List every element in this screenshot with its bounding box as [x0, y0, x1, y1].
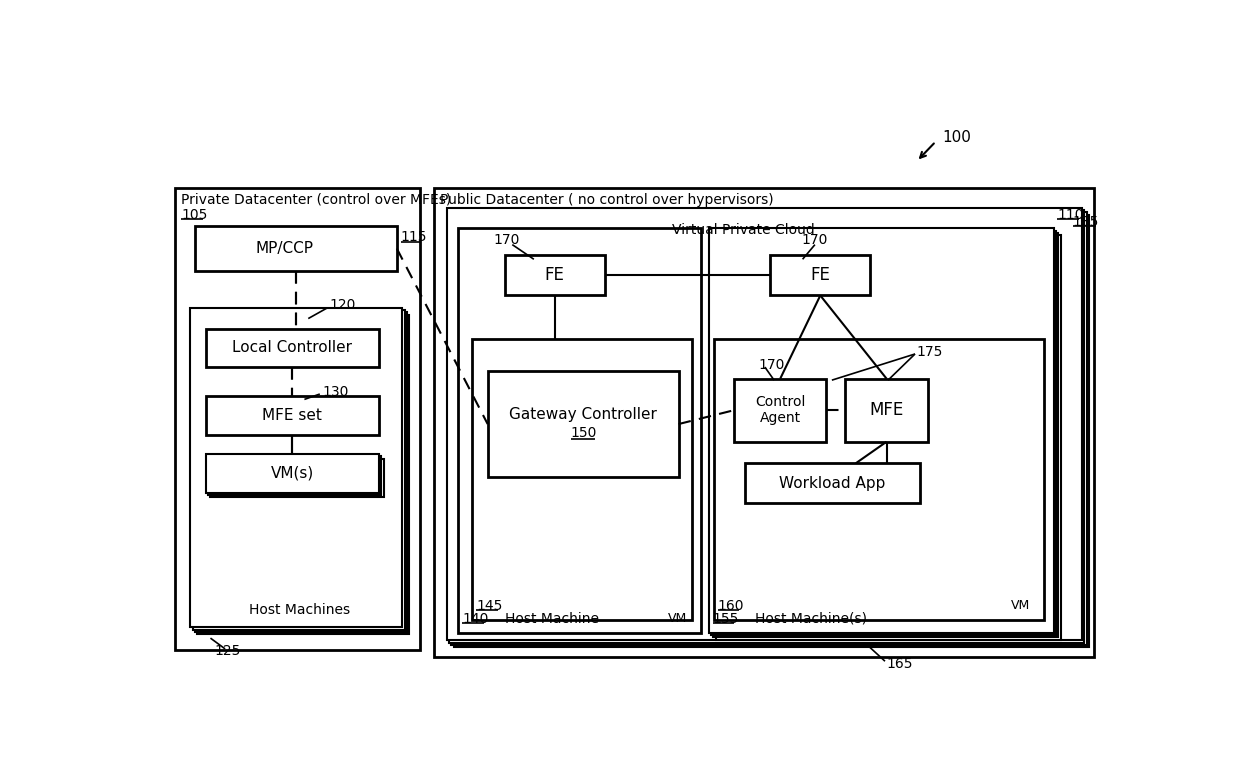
Text: 160: 160	[718, 599, 744, 613]
Bar	[711, 230, 1056, 635]
Bar	[715, 235, 1060, 640]
Bar	[505, 255, 605, 295]
Bar	[211, 458, 383, 497]
Text: Virtual Private Cloud: Virtual Private Cloud	[672, 223, 815, 237]
Text: 100: 100	[942, 130, 971, 145]
Bar	[454, 215, 1089, 647]
Text: MP/CCP: MP/CCP	[255, 241, 314, 256]
Text: FE: FE	[544, 266, 564, 284]
Text: 165: 165	[887, 657, 913, 671]
Text: Host Machines: Host Machines	[249, 604, 351, 618]
Text: Public Datacenter ( no control over hypervisors): Public Datacenter ( no control over hype…	[440, 193, 774, 207]
Text: Agent: Agent	[760, 411, 801, 425]
Text: 105: 105	[181, 209, 207, 223]
Text: 170: 170	[494, 233, 520, 247]
Text: Control: Control	[755, 395, 806, 409]
Bar	[195, 226, 397, 271]
Bar	[487, 371, 678, 477]
Text: 170: 170	[759, 358, 785, 372]
Text: Private Datacenter (control over MFEs): Private Datacenter (control over MFEs)	[181, 193, 451, 207]
Text: 115: 115	[401, 230, 427, 244]
Text: VM(s): VM(s)	[270, 465, 314, 481]
Bar	[714, 339, 1044, 619]
Bar	[745, 463, 920, 504]
Text: MFE: MFE	[869, 401, 904, 419]
Bar	[708, 229, 1054, 633]
Text: Gateway Controller: Gateway Controller	[510, 408, 657, 423]
Bar	[175, 187, 420, 650]
Text: 155: 155	[713, 612, 739, 626]
Text: 130: 130	[322, 385, 348, 399]
Bar	[449, 210, 1085, 643]
Text: 120: 120	[329, 298, 356, 312]
Bar	[459, 229, 701, 633]
Bar	[206, 454, 379, 493]
Text: 140: 140	[463, 612, 489, 626]
Text: 145: 145	[476, 599, 502, 613]
Bar	[472, 339, 692, 619]
Text: VM: VM	[1011, 599, 1029, 612]
Bar	[192, 310, 404, 629]
Text: MFE set: MFE set	[262, 408, 322, 423]
Text: Workload App: Workload App	[780, 476, 885, 490]
Bar	[197, 315, 409, 634]
Bar	[195, 312, 407, 632]
Bar	[206, 396, 379, 435]
Bar	[208, 456, 382, 495]
Text: Local Controller: Local Controller	[232, 341, 352, 355]
Bar	[446, 208, 1083, 640]
Bar	[713, 233, 1058, 637]
Text: Host Machine: Host Machine	[505, 612, 599, 626]
Text: 175: 175	[916, 344, 942, 358]
Bar	[206, 329, 379, 367]
Bar	[770, 255, 870, 295]
Bar	[451, 212, 1086, 645]
Text: Host Machine(s): Host Machine(s)	[755, 612, 867, 626]
Text: 135: 135	[1073, 215, 1099, 229]
Bar	[844, 379, 928, 442]
Bar	[191, 308, 402, 627]
Text: 170: 170	[801, 233, 827, 247]
Bar	[734, 379, 826, 442]
Text: FE: FE	[811, 266, 831, 284]
Text: VM: VM	[668, 612, 687, 626]
Text: 125: 125	[215, 644, 241, 658]
Text: 110: 110	[1058, 209, 1084, 223]
Text: 150: 150	[570, 426, 596, 440]
Bar	[434, 187, 1095, 658]
